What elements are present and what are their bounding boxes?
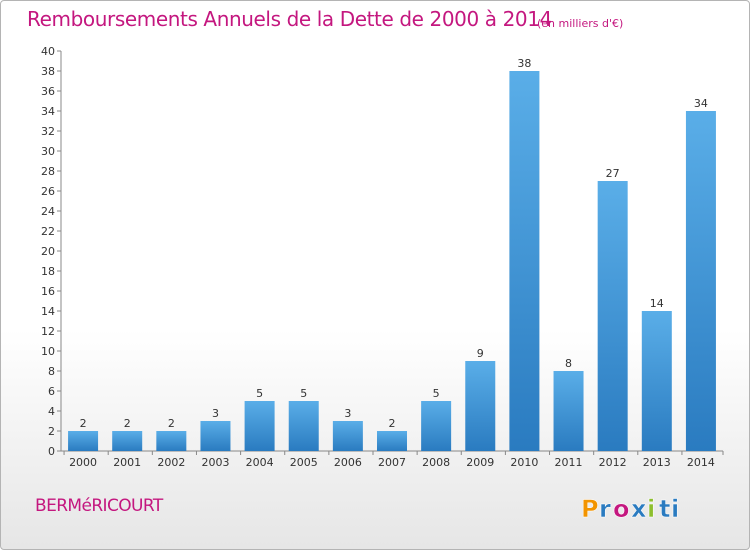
commune-name: BERMéRICOURT <box>35 496 163 516</box>
data-label: 8 <box>565 357 572 370</box>
x-tick-label: 2011 <box>555 456 583 469</box>
bar-2009 <box>465 361 496 451</box>
logo-letter: i <box>671 495 679 523</box>
bar-2005 <box>288 401 319 451</box>
data-label: 2 <box>168 417 175 430</box>
x-tick-label: 2002 <box>157 456 185 469</box>
y-tick-label: 32 <box>41 125 55 138</box>
bar-2006 <box>332 421 363 451</box>
bar-2004 <box>244 401 275 451</box>
bar-2003 <box>200 421 231 451</box>
bar-2007 <box>377 431 407 451</box>
data-label: 5 <box>256 387 263 400</box>
data-label: 9 <box>477 347 484 360</box>
y-tick-label: 28 <box>41 165 55 178</box>
y-tick-label: 8 <box>48 365 55 378</box>
x-tick-label: 2006 <box>334 456 362 469</box>
y-tick-label: 40 <box>41 45 55 58</box>
bar-2000 <box>68 431 99 451</box>
logo-letter: r <box>599 495 611 523</box>
y-tick-label: 12 <box>41 325 55 338</box>
x-tick-label: 2004 <box>246 456 274 469</box>
logo-letter: i <box>647 495 655 523</box>
y-tick-label: 2 <box>48 425 55 438</box>
bar-2001 <box>112 431 143 451</box>
data-label: 5 <box>433 387 440 400</box>
x-tick-label: 2005 <box>290 456 318 469</box>
x-tick-label: 2012 <box>599 456 627 469</box>
x-tick-label: 2003 <box>201 456 229 469</box>
x-tick-label: 2010 <box>510 456 538 469</box>
chart-title: Remboursements Annuels de la Dette de 20… <box>27 7 552 31</box>
chart-subtitle: (en milliers d'€) <box>537 17 624 30</box>
x-tick-label: 2001 <box>113 456 141 469</box>
y-tick-label: 18 <box>41 265 55 278</box>
y-tick-label: 34 <box>41 105 55 118</box>
data-label: 3 <box>344 407 351 420</box>
data-label: 14 <box>650 297 664 310</box>
bar-2010 <box>509 71 540 451</box>
x-tick-label: 2013 <box>643 456 671 469</box>
bar-2014 <box>685 111 716 451</box>
logo-letter: t <box>659 495 670 523</box>
y-tick-label: 6 <box>48 385 55 398</box>
data-label: 2 <box>389 417 396 430</box>
y-tick-label: 22 <box>41 225 55 238</box>
y-tick-label: 4 <box>48 405 55 418</box>
logo-letter: x <box>631 495 647 523</box>
x-tick-label: 2009 <box>466 456 494 469</box>
y-tick-label: 0 <box>48 445 55 458</box>
data-label: 38 <box>517 57 531 70</box>
data-label: 34 <box>694 97 708 110</box>
data-label: 3 <box>212 407 219 420</box>
logo-letter: o <box>613 495 630 523</box>
chart-bars <box>68 71 716 451</box>
x-tick-label: 2014 <box>687 456 715 469</box>
data-label: 2 <box>80 417 87 430</box>
data-label: 5 <box>300 387 307 400</box>
y-tick-label: 26 <box>41 185 55 198</box>
y-tick-label: 10 <box>41 345 55 358</box>
x-tick-label: 2008 <box>422 456 450 469</box>
x-tick-label: 2007 <box>378 456 406 469</box>
bar-2012 <box>597 181 628 451</box>
bar-2002 <box>156 431 187 451</box>
y-tick-label: 36 <box>41 85 55 98</box>
y-tick-label: 38 <box>41 65 55 78</box>
data-label: 2 <box>124 417 131 430</box>
y-tick-label: 30 <box>41 145 55 158</box>
x-tick-label: 2000 <box>69 456 97 469</box>
y-tick-label: 24 <box>41 205 55 218</box>
bar-2013 <box>641 311 672 451</box>
bar-2011 <box>553 371 584 451</box>
y-tick-label: 16 <box>41 285 55 298</box>
bar-2008 <box>421 401 452 451</box>
logo-letter: P <box>581 495 599 523</box>
data-label: 27 <box>606 167 620 180</box>
y-tick-label: 20 <box>41 245 55 258</box>
chart-labels: 2000 2 2001 2 2002 2 2003 3 2004 5 2005 5 2006 3 2007 2… <box>69 57 715 469</box>
y-tick-label: 14 <box>41 305 55 318</box>
